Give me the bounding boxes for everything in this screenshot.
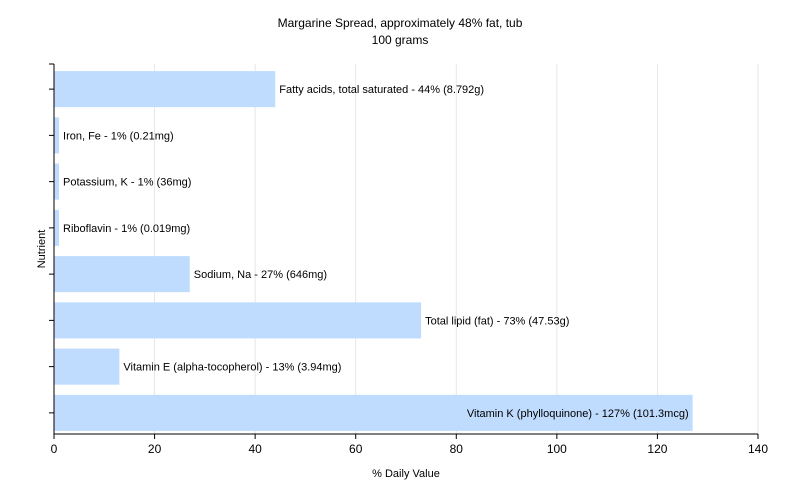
bar-label: Total lipid (fat) - 73% (47.53g) xyxy=(425,315,569,327)
x-tick-label: 0 xyxy=(51,442,58,456)
axes: 0 20 40 60 80 100 120 140 xyxy=(49,63,768,456)
bar-label: Iron, Fe - 1% (0.21mg) xyxy=(63,130,174,142)
x-tick-label: 100 xyxy=(547,442,567,456)
bar xyxy=(54,256,190,293)
bar-label: Sodium, Na - 27% (646mg) xyxy=(194,269,327,281)
bar-label: Potassium, K - 1% (36mg) xyxy=(63,177,191,189)
bar-label: Riboflavin - 1% (0.019mg) xyxy=(63,223,190,235)
bar xyxy=(54,209,60,246)
bar xyxy=(54,394,693,431)
bar xyxy=(54,117,60,154)
bar-label: Fatty acids, total saturated - 44% (8.79… xyxy=(279,84,484,96)
y-axis-label: Nutrient xyxy=(36,230,48,269)
chart-subtitle: 100 grams xyxy=(372,33,429,47)
bars: Fatty acids, total saturated - 44% (8.79… xyxy=(54,71,693,431)
bar xyxy=(54,348,120,385)
chart-title: Margarine Spread, approximately 48% fat,… xyxy=(278,16,523,30)
x-tick-label: 120 xyxy=(647,442,667,456)
bar-label: Vitamin K (phylloquinone) - 127% (101.3m… xyxy=(467,408,689,420)
bar xyxy=(54,71,276,108)
x-tick-label: 40 xyxy=(248,442,262,456)
bar xyxy=(54,302,422,339)
bar xyxy=(54,163,60,200)
x-tick-label: 20 xyxy=(148,442,162,456)
bar-label: Vitamin E (alpha-tocopherol) - 13% (3.94… xyxy=(123,362,341,374)
grid xyxy=(154,64,759,434)
x-tick-label: 60 xyxy=(349,442,363,456)
x-tick-label: 140 xyxy=(748,442,768,456)
x-tick-label: 80 xyxy=(450,442,464,456)
x-axis-label: % Daily Value xyxy=(372,468,440,480)
